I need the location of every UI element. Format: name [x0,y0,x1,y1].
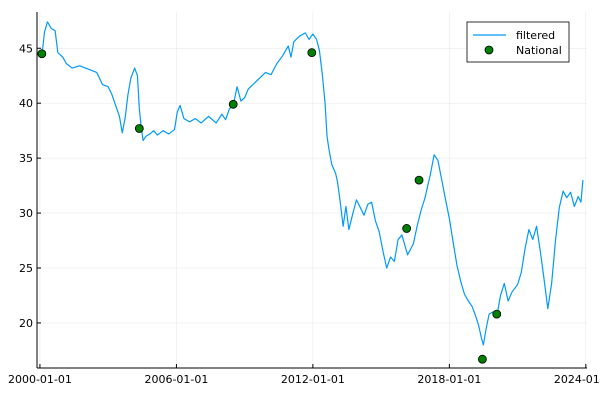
legend-label-national: National [516,44,562,57]
y-tick-label: 45 [19,42,33,55]
scatter-point [477,354,487,364]
scatter-point [402,224,412,233]
x-tick-label: 2024-01-01 [554,373,600,386]
y-tick-label: 30 [19,207,33,220]
series-line-filtered [39,21,584,346]
legend-marker-swatch [484,45,494,55]
axes [36,12,587,369]
scatter-point [37,49,47,59]
scatter-point [414,175,424,185]
x-tick-label: 2012-01-01 [281,373,345,386]
y-tick-label: 35 [19,152,33,165]
scatter-point [134,124,144,133]
tick-labels: 2000-01-01 2006-01-01 2012-01-01 2018-01-01… [8,42,600,386]
legend-label-filtered: filtered [516,29,555,42]
y-tick-label: 40 [19,97,33,110]
y-tick-label: 25 [19,262,33,275]
scatter-point [307,48,317,58]
scatter-point [492,309,502,319]
x-tick-label: 2006-01-01 [144,373,208,386]
y-tick-label: 20 [19,317,33,330]
legend: filtered National [466,21,570,63]
x-tick-label: 2000-01-01 [8,373,72,386]
legend-box [466,21,570,63]
x-tick-label: 2018-01-01 [417,373,481,386]
series-national [37,48,502,364]
scatter-point [228,99,238,109]
gridlines [37,12,587,368]
series-filtered [39,21,584,346]
